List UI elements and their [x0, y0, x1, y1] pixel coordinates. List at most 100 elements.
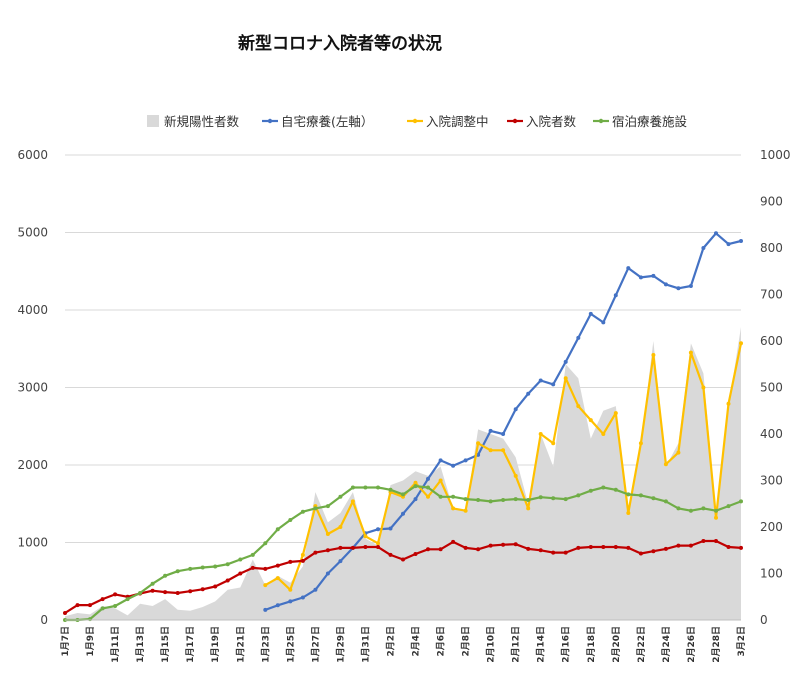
x-tick-label: 2月10日 [486, 626, 497, 663]
data-point [113, 592, 118, 597]
data-point [613, 487, 618, 492]
data-point [300, 595, 305, 600]
data-point [376, 545, 380, 549]
data-point [163, 573, 168, 578]
x-tick-label: 2月20日 [611, 626, 622, 663]
data-point [288, 559, 293, 564]
data-point [388, 487, 393, 492]
data-point [476, 441, 481, 446]
y-right-tick-label: 900 [760, 195, 783, 209]
y-left-tick-label: 0 [40, 613, 48, 627]
data-point [551, 550, 556, 555]
x-tick-label: 1月31日 [360, 626, 371, 663]
data-point [413, 480, 418, 485]
data-point [213, 564, 218, 569]
data-point [350, 545, 355, 550]
data-point [413, 552, 418, 556]
data-point [213, 584, 218, 589]
data-point [626, 545, 631, 550]
data-point [188, 566, 193, 571]
data-point [275, 576, 280, 581]
data-point [338, 559, 343, 564]
data-point [701, 539, 706, 543]
data-point [714, 231, 718, 236]
data-point [338, 545, 343, 550]
data-point [588, 488, 593, 493]
data-point [601, 545, 606, 549]
legend-marker [598, 118, 604, 124]
data-point [588, 545, 593, 549]
data-point [613, 411, 618, 416]
data-point [488, 448, 493, 453]
data-point [325, 571, 330, 576]
data-point [438, 458, 443, 463]
data-point [663, 282, 668, 287]
data-point [576, 335, 581, 340]
data-point [200, 587, 205, 592]
y-right-tick-label: 300 [760, 474, 783, 488]
legend: 新規陽性者数 自宅療養(左軸） 入院調整中 入院者数 宿泊療養施設 [147, 114, 688, 129]
data-point [413, 484, 418, 489]
x-tick-label: 1月9日 [85, 626, 96, 657]
x-tick-label: 1月7日 [60, 626, 71, 657]
data-point [401, 492, 405, 497]
data-point [288, 599, 293, 604]
data-point [638, 441, 643, 446]
data-point [325, 532, 330, 536]
y-right-tick-label: 800 [760, 241, 783, 255]
area-layer [65, 327, 741, 620]
data-point [401, 511, 405, 516]
y-left-tick-label: 3000 [17, 381, 48, 395]
data-point [501, 448, 506, 453]
data-point [363, 545, 368, 549]
data-point [388, 526, 393, 531]
data-point [688, 284, 693, 288]
data-point [338, 494, 343, 499]
data-point [313, 587, 318, 592]
x-tick-label: 2月8日 [461, 626, 472, 657]
legend-marker [512, 118, 518, 124]
data-point [563, 376, 568, 381]
y-right-tick-label: 200 [760, 520, 783, 534]
legend-label: 新規陽性者数 [164, 114, 240, 129]
data-point [263, 607, 268, 612]
data-point [601, 320, 606, 325]
data-point [376, 541, 380, 546]
data-point [300, 509, 305, 514]
data-point [588, 418, 593, 423]
x-tick-label: 1月15日 [160, 626, 171, 663]
data-point [626, 511, 631, 515]
data-point [563, 497, 568, 502]
data-point [501, 498, 506, 502]
series-area-new-positive [65, 327, 741, 620]
data-point [551, 496, 556, 501]
data-point [563, 359, 568, 364]
y-left-tick-label: 1000 [17, 536, 48, 550]
x-tick-label: 1月25日 [285, 626, 296, 663]
data-point [538, 378, 543, 383]
data-point [538, 432, 543, 436]
data-point [75, 603, 80, 608]
data-point [150, 581, 155, 586]
x-tick-label: 1月23日 [260, 626, 271, 663]
x-tick-label: 2月24日 [661, 626, 672, 663]
data-point [451, 539, 456, 544]
data-point [714, 508, 718, 513]
data-point [113, 604, 118, 608]
series-3 [63, 539, 743, 615]
data-point [576, 545, 581, 550]
series-1 [263, 231, 743, 612]
data-point [451, 506, 456, 511]
data-point [663, 546, 668, 551]
data-point [150, 588, 155, 593]
legend-swatch [147, 115, 159, 127]
data-point [676, 506, 681, 511]
data-point [513, 542, 518, 547]
y-left-tick-label: 5000 [17, 226, 48, 240]
data-point [238, 557, 243, 562]
y-right-tick-label: 400 [760, 427, 783, 441]
data-point [651, 549, 656, 554]
x-tick-label: 1月13日 [135, 626, 146, 663]
data-point [463, 545, 468, 550]
data-point [488, 543, 493, 548]
